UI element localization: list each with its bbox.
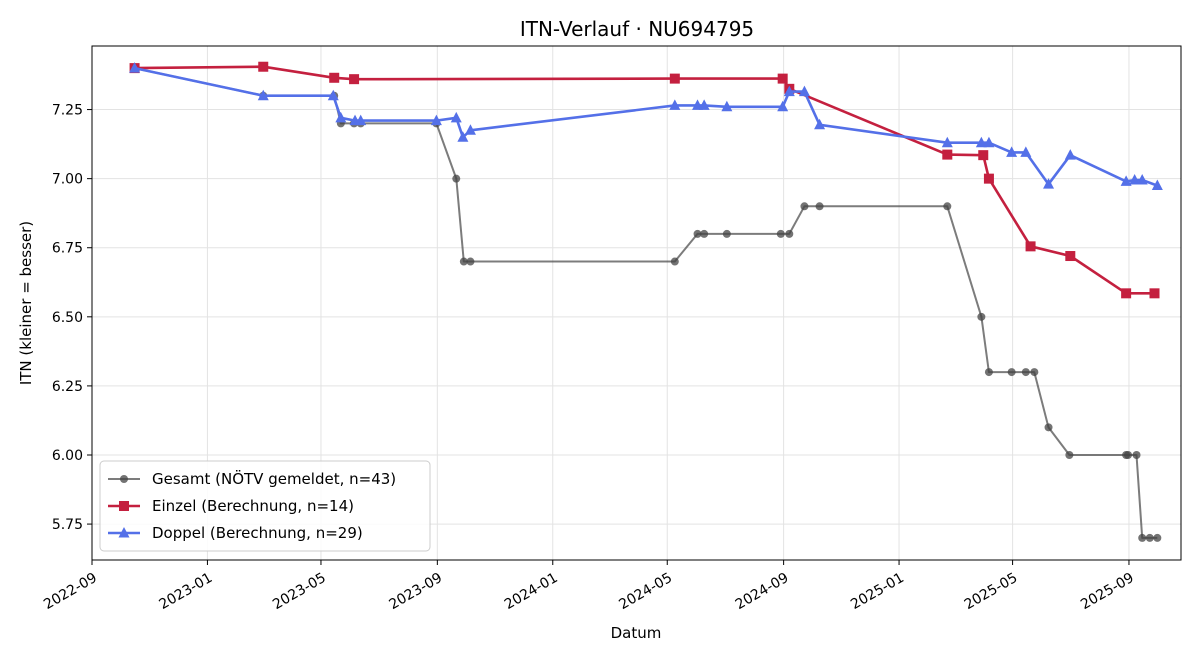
data-point-gesamt xyxy=(466,257,475,266)
data-point-doppel xyxy=(669,99,681,110)
legend-box xyxy=(99,460,431,552)
data-point-doppel xyxy=(335,111,347,123)
data-point-gesamt xyxy=(1007,368,1016,377)
data-point-gesamt xyxy=(785,229,794,238)
y-tick-label: 6.00 xyxy=(52,448,83,464)
data-point-gesamt xyxy=(800,202,809,211)
data-point-doppel xyxy=(457,131,469,142)
data-point-doppel xyxy=(698,99,710,110)
data-point-doppel xyxy=(464,124,476,135)
plot-frame xyxy=(91,45,1182,561)
data-point-gesamt xyxy=(1153,533,1162,542)
y-tick-label: 6.75 xyxy=(52,241,83,257)
data-point-doppel xyxy=(1136,174,1148,185)
series-layer xyxy=(129,61,1163,542)
data-point-doppel xyxy=(1006,146,1018,157)
data-point-doppel xyxy=(450,111,462,123)
legend-marker-einzel xyxy=(119,501,129,511)
data-point-doppel xyxy=(129,62,141,73)
data-point-gesamt xyxy=(977,312,986,321)
y-tick-label: 7.00 xyxy=(52,172,83,188)
data-point-gesamt xyxy=(1145,533,1154,542)
data-point-gesamt xyxy=(1065,450,1074,459)
series-doppel xyxy=(129,62,1163,191)
data-point-gesamt xyxy=(1138,533,1147,542)
data-point-doppel xyxy=(777,100,789,112)
data-point-gesamt xyxy=(452,174,461,183)
data-point-einzel xyxy=(1025,241,1036,252)
data-point-gesamt xyxy=(693,229,702,238)
data-point-doppel xyxy=(798,85,810,97)
data-point-gesamt xyxy=(670,257,679,266)
data-point-einzel xyxy=(942,149,953,160)
y-axis: 5.75 6.00 6.25 6.50 6.75 7.00 7.25 xyxy=(52,103,92,533)
data-point-doppel xyxy=(1043,178,1055,189)
series-line-gesamt xyxy=(134,67,1158,539)
data-point-doppel xyxy=(1120,175,1132,186)
legend-marker-gesamt xyxy=(120,475,128,483)
data-point-einzel xyxy=(329,72,340,83)
data-point-gesamt xyxy=(984,368,993,377)
data-point-gesamt xyxy=(1044,423,1053,432)
data-point-doppel xyxy=(941,136,953,148)
data-point-einzel xyxy=(983,173,994,184)
data-point-einzel xyxy=(1149,288,1160,299)
data-point-doppel xyxy=(814,118,826,130)
data-point-doppel xyxy=(355,114,367,126)
data-point-doppel xyxy=(1020,146,1032,157)
data-point-gesamt xyxy=(1132,450,1141,459)
data-point-gesamt xyxy=(815,202,824,211)
legend-label-gesamt: Gesamt (NÖTV gemeldet, n=43) xyxy=(152,469,396,488)
data-point-gesamt xyxy=(1021,368,1030,377)
data-point-gesamt xyxy=(459,257,468,266)
legend: Gesamt (NÖTV gemeldet, n=43) Einzel (Bere… xyxy=(99,460,431,552)
y-tick-label: 6.50 xyxy=(52,310,83,326)
data-point-doppel xyxy=(1151,179,1163,191)
legend-label-doppel: Doppel (Berechnung, n=29) xyxy=(152,524,363,542)
data-point-gesamt xyxy=(1124,450,1133,459)
data-point-doppel xyxy=(783,85,795,97)
y-tick-label: 6.25 xyxy=(52,379,83,395)
legend-marker-doppel xyxy=(118,527,130,538)
data-point-einzel xyxy=(258,61,269,72)
data-point-doppel xyxy=(1064,149,1076,160)
data-point-doppel xyxy=(721,100,733,112)
data-point-einzel xyxy=(777,73,788,84)
data-point-doppel xyxy=(430,114,442,126)
data-point-doppel xyxy=(327,89,339,101)
legend-label-einzel: Einzel (Berechnung, n=14) xyxy=(152,497,354,515)
data-point-einzel xyxy=(978,150,989,161)
data-point-doppel xyxy=(1129,174,1141,185)
data-point-gesamt xyxy=(700,229,709,238)
x-axis-title: Datum xyxy=(611,624,662,642)
chart-title: ITN-Verlauf · NU694795 xyxy=(520,17,754,41)
data-point-einzel xyxy=(669,73,680,84)
data-point-gesamt xyxy=(776,229,785,238)
data-point-gesamt xyxy=(943,202,952,211)
data-point-doppel xyxy=(983,136,995,148)
data-point-gesamt xyxy=(1030,368,1039,377)
data-point-einzel xyxy=(349,74,360,85)
data-point-einzel xyxy=(1065,251,1076,262)
data-point-doppel xyxy=(257,89,269,101)
data-point-einzel xyxy=(1121,288,1132,299)
y-tick-label: 7.25 xyxy=(52,103,83,119)
data-point-gesamt xyxy=(722,229,731,238)
y-axis-title: ITN (kleiner = besser) xyxy=(17,221,35,385)
data-point-doppel xyxy=(975,136,987,148)
y-tick-label: 5.75 xyxy=(52,517,83,533)
